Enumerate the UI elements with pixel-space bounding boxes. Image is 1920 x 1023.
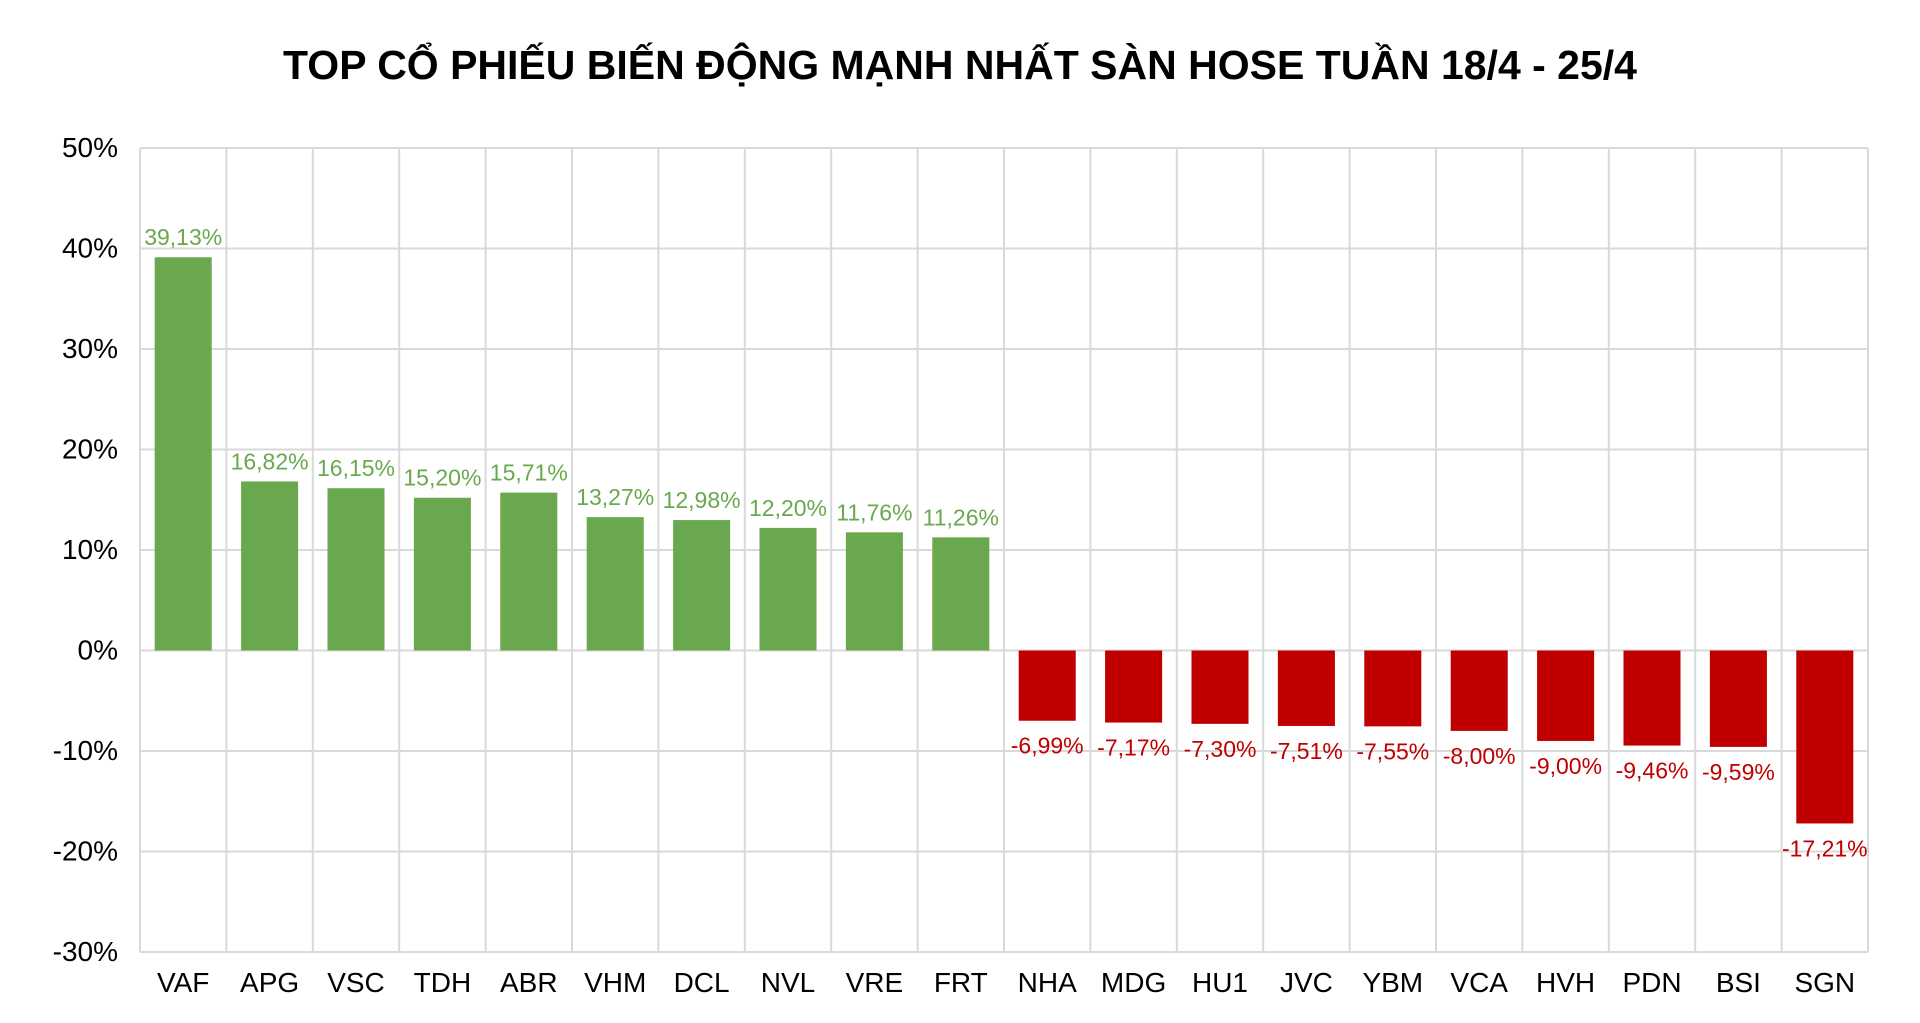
x-tick-SGN: SGN [1794, 967, 1855, 998]
value-label-JVC: -7,51% [1270, 738, 1343, 764]
y-tick-40%: 40% [62, 233, 118, 264]
y-tick-0%: 0% [78, 635, 118, 666]
value-label-BSI: -9,59% [1702, 759, 1775, 785]
x-tick-VCA: VCA [1450, 967, 1508, 998]
bar-NVL [759, 527, 817, 651]
x-tick-JVC: JVC [1280, 967, 1333, 998]
value-label-HVH: -9,00% [1529, 753, 1602, 779]
x-tick-VHM: VHM [584, 967, 646, 998]
bar-HU1 [1191, 650, 1249, 724]
x-tick-HVH: HVH [1536, 967, 1595, 998]
bar-VCA [1450, 650, 1508, 731]
bar-ABR [500, 492, 558, 651]
value-label-NHA: -6,99% [1011, 733, 1084, 759]
value-label-PDN: -9,46% [1616, 758, 1689, 784]
bar-APG [241, 481, 299, 651]
x-tick-VAF: VAF [157, 967, 209, 998]
x-tick-HU1: HU1 [1192, 967, 1248, 998]
x-tick-VSC: VSC [327, 967, 385, 998]
value-label-VSC: 16,15% [317, 455, 395, 481]
y-tick--30%: -30% [53, 936, 118, 967]
bar-TDH [413, 497, 471, 651]
value-label-ABR: 15,71% [490, 460, 568, 486]
bar-VSC [327, 488, 385, 651]
x-tick-YBM: YBM [1362, 967, 1423, 998]
bar-FRT [932, 537, 990, 651]
y-tick--20%: -20% [53, 836, 118, 867]
x-tick-MDG: MDG [1101, 967, 1166, 998]
value-label-VRE: 11,76% [836, 499, 912, 525]
y-tick--10%: -10% [53, 735, 118, 766]
y-tick-20%: 20% [62, 434, 118, 465]
value-label-DCL: 12,98% [663, 487, 741, 513]
x-tick-NVL: NVL [761, 967, 815, 998]
bar-VAF [154, 257, 212, 651]
bar-DCL [673, 520, 731, 651]
chart-title: TOP CỔ PHIẾU BIẾN ĐỘNG MẠNH NHẤT SÀN HOS… [283, 42, 1637, 88]
value-label-FRT: 11,26% [923, 504, 999, 530]
value-label-MDG: -7,17% [1097, 735, 1170, 761]
value-label-VHM: 13,27% [576, 484, 654, 510]
bar-HVH [1537, 650, 1595, 741]
bar-JVC [1277, 650, 1335, 726]
x-tick-APG: APG [240, 967, 299, 998]
bar-YBM [1364, 650, 1422, 727]
bar-BSI [1709, 650, 1767, 747]
x-tick-TDH: TDH [414, 967, 472, 998]
value-label-APG: 16,82% [231, 448, 309, 474]
bar-SGN [1796, 650, 1854, 824]
bar-PDN [1623, 650, 1681, 746]
x-tick-ABR: ABR [500, 967, 558, 998]
value-label-SGN: -17,21% [1782, 835, 1868, 861]
bar-NHA [1018, 650, 1076, 721]
x-tick-DCL: DCL [674, 967, 730, 998]
y-tick-30%: 30% [62, 333, 118, 364]
value-label-VAF: 39,13% [144, 224, 222, 250]
x-tick-FRT: FRT [934, 967, 988, 998]
value-label-HU1: -7,30% [1184, 736, 1257, 762]
y-tick-50%: 50% [62, 132, 118, 163]
bar-VHM [586, 517, 644, 651]
x-tick-VRE: VRE [846, 967, 904, 998]
x-tick-BSI: BSI [1716, 967, 1761, 998]
value-label-VCA: -8,00% [1443, 743, 1516, 769]
bar-MDG [1105, 650, 1163, 723]
y-tick-10%: 10% [62, 534, 118, 565]
value-label-NVL: 12,20% [749, 495, 827, 521]
bar-VRE [845, 532, 903, 651]
value-label-TDH: 15,20% [403, 465, 481, 491]
x-tick-NHA: NHA [1018, 967, 1077, 998]
value-label-YBM: -7,55% [1356, 738, 1429, 764]
x-tick-PDN: PDN [1622, 967, 1681, 998]
